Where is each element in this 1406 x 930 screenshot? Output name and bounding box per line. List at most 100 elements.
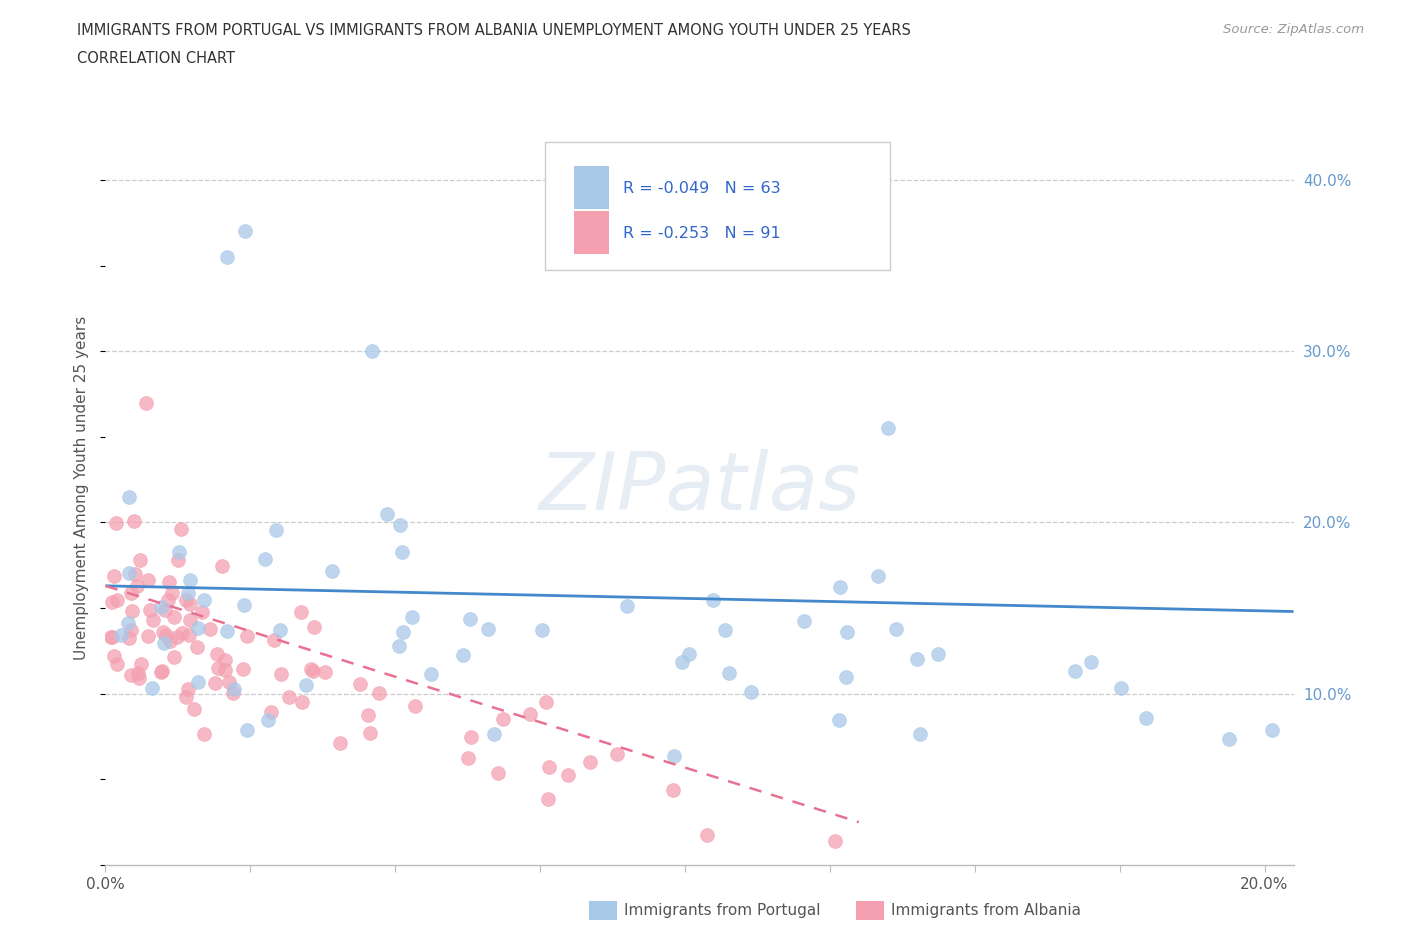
Point (269, 623, 291, 638)
Point (149, 599, 172, 614)
Point (357, 707, 380, 722)
Point (718, 665, 741, 680)
Text: R = -0.253   N = 91: R = -0.253 N = 91 (623, 226, 782, 241)
Point (200, 621, 222, 636)
Point (217, 624, 239, 639)
Point (156, 593, 179, 608)
Y-axis label: Unemployment Among Youth under 25 years: Unemployment Among Youth under 25 years (75, 316, 90, 660)
Point (359, 725, 381, 740)
Point (214, 652, 236, 667)
Point (177, 585, 200, 600)
Point (129, 553, 152, 568)
Point (224, 682, 246, 697)
Text: Immigrants from Albania: Immigrants from Albania (891, 903, 1081, 918)
Point (160, 585, 183, 600)
Point (866, 569, 889, 584)
Point (458, 612, 481, 627)
Point (302, 619, 325, 634)
Point (1064, 664, 1087, 679)
Point (1135, 711, 1157, 725)
Point (537, 760, 560, 775)
Point (159, 633, 181, 648)
Point (270, 667, 292, 682)
Point (186, 640, 208, 655)
Point (460, 730, 482, 745)
Point (451, 647, 474, 662)
Point (837, 625, 859, 640)
Point (183, 701, 205, 716)
Point (828, 579, 851, 594)
Point (662, 749, 685, 764)
Point (368, 685, 391, 700)
Point (174, 689, 197, 704)
Point (793, 614, 815, 629)
Point (122, 513, 145, 528)
Point (135, 395, 157, 410)
Point (155, 628, 177, 643)
Point (179, 613, 201, 628)
Point (179, 597, 201, 612)
Point (290, 604, 312, 619)
Point (136, 629, 159, 644)
Point (150, 663, 173, 678)
Point (141, 681, 163, 696)
Point (1260, 723, 1282, 737)
Point (260, 704, 283, 719)
FancyBboxPatch shape (574, 166, 609, 208)
Point (616, 599, 638, 614)
Point (375, 506, 398, 521)
Point (236, 723, 259, 737)
Point (678, 646, 700, 661)
Point (388, 639, 411, 654)
Point (702, 592, 724, 607)
Point (519, 706, 541, 721)
Point (235, 629, 257, 644)
Point (361, 344, 384, 359)
Point (1218, 732, 1240, 747)
Point (482, 726, 505, 741)
Point (457, 751, 479, 765)
Point (118, 631, 141, 645)
Point (166, 630, 188, 644)
Point (152, 624, 174, 639)
Point (477, 621, 499, 636)
Point (329, 736, 352, 751)
Point (105, 657, 128, 671)
Point (291, 695, 314, 710)
Point (121, 604, 143, 618)
Point (492, 711, 515, 726)
Point (1109, 680, 1132, 695)
Point (127, 578, 149, 593)
Point (101, 594, 124, 609)
Text: Immigrants from Portugal: Immigrants from Portugal (624, 903, 821, 918)
Point (278, 689, 301, 704)
Point (908, 726, 931, 741)
Point (606, 747, 628, 762)
Point (120, 586, 142, 601)
FancyBboxPatch shape (546, 141, 890, 270)
Point (131, 657, 153, 671)
Text: Source: ZipAtlas.com: Source: ZipAtlas.com (1223, 23, 1364, 36)
Point (103, 648, 125, 663)
Point (193, 593, 215, 608)
Point (232, 662, 254, 677)
Point (167, 552, 190, 567)
Point (172, 626, 194, 641)
Point (824, 834, 846, 849)
Point (835, 670, 858, 684)
Point (218, 675, 240, 690)
Point (299, 661, 322, 676)
Point (392, 624, 415, 639)
Point (157, 574, 180, 589)
Point (214, 662, 236, 677)
Point (263, 632, 285, 647)
Point (142, 612, 165, 627)
Point (696, 828, 718, 843)
Point (127, 666, 149, 681)
Point (217, 249, 239, 264)
Point (404, 698, 426, 713)
Point (138, 573, 160, 588)
Point (120, 668, 142, 683)
Point (163, 649, 186, 664)
Point (232, 598, 254, 613)
